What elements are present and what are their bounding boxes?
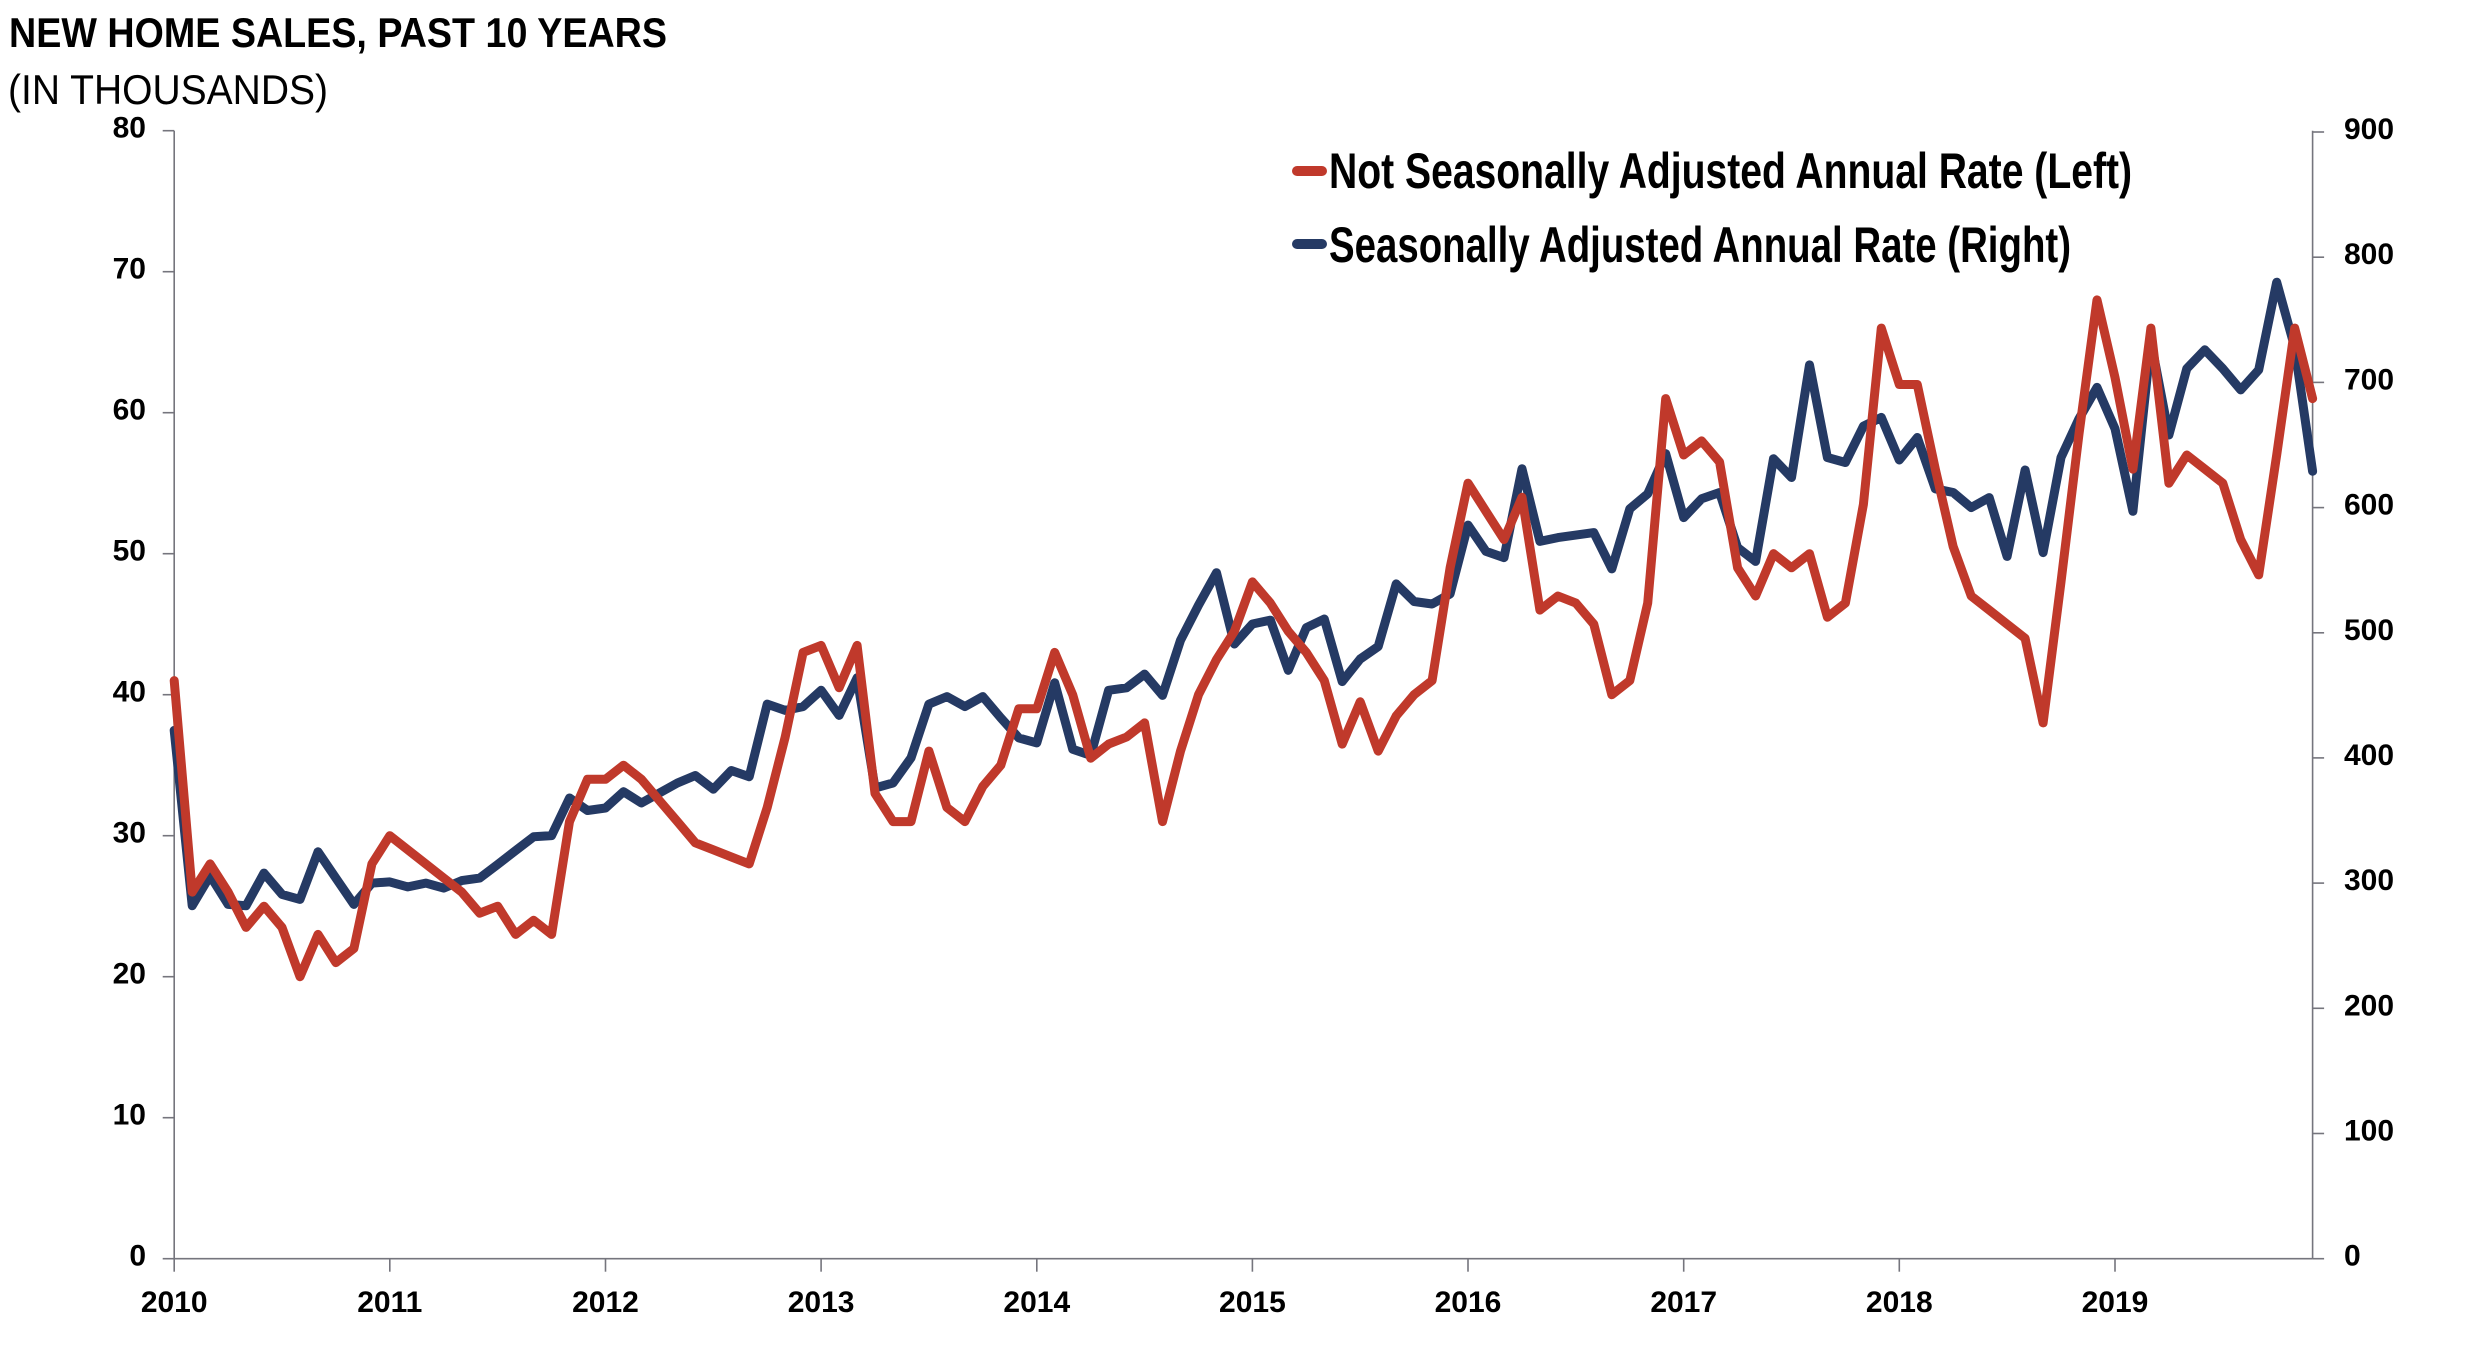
svg-text:800: 800 — [2344, 238, 2394, 271]
svg-text:0: 0 — [2344, 1240, 2361, 1273]
svg-text:60: 60 — [113, 394, 146, 427]
svg-text:30: 30 — [113, 817, 146, 850]
svg-text:10: 10 — [113, 1099, 146, 1132]
svg-text:900: 900 — [2344, 113, 2394, 146]
svg-text:NEW HOME SALES, PAST 10 YEARS: NEW HOME SALES, PAST 10 YEARS — [9, 9, 667, 56]
svg-text:500: 500 — [2344, 614, 2394, 647]
svg-text:200: 200 — [2344, 989, 2394, 1022]
svg-text:Not Seasonally Adjusted Annual: Not Seasonally Adjusted Annual Rate (Lef… — [1329, 143, 2132, 199]
svg-text:2016: 2016 — [1435, 1286, 1502, 1319]
svg-text:70: 70 — [113, 253, 146, 286]
svg-text:(IN THOUSANDS): (IN THOUSANDS) — [8, 66, 328, 113]
svg-text:2011: 2011 — [357, 1286, 422, 1319]
svg-text:2018: 2018 — [1866, 1286, 1933, 1319]
svg-text:2017: 2017 — [1650, 1286, 1717, 1319]
svg-text:2013: 2013 — [788, 1286, 855, 1319]
svg-text:50: 50 — [113, 535, 146, 568]
svg-text:2019: 2019 — [2082, 1286, 2149, 1319]
svg-text:0: 0 — [129, 1240, 146, 1273]
svg-text:20: 20 — [113, 958, 146, 991]
svg-text:600: 600 — [2344, 489, 2394, 522]
svg-text:2015: 2015 — [1219, 1286, 1286, 1319]
svg-text:2014: 2014 — [1003, 1286, 1070, 1319]
svg-text:2010: 2010 — [141, 1286, 208, 1319]
svg-text:80: 80 — [113, 112, 146, 145]
svg-text:300: 300 — [2344, 864, 2394, 897]
svg-text:Seasonally Adjusted Annual Rat: Seasonally Adjusted Annual Rate (Right) — [1329, 217, 2071, 273]
svg-text:700: 700 — [2344, 363, 2394, 396]
svg-text:2012: 2012 — [572, 1286, 639, 1319]
svg-text:40: 40 — [113, 676, 146, 709]
svg-text:100: 100 — [2344, 1115, 2394, 1148]
svg-text:400: 400 — [2344, 739, 2394, 772]
